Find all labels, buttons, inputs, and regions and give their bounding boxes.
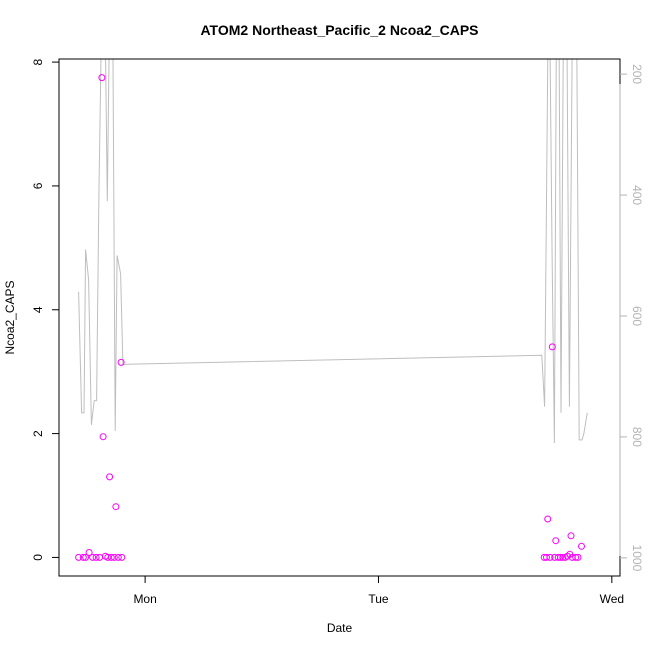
data-point [114, 553, 122, 561]
y-tick-label: 0 [31, 554, 45, 561]
x-tick-label: Wed [600, 592, 624, 606]
x-tick-label: Tue [368, 592, 389, 606]
data-point [567, 532, 575, 540]
data-point [543, 553, 550, 561]
data-point [106, 473, 114, 481]
data-point [98, 74, 106, 82]
right-axis-tick-label: 200 [630, 64, 644, 84]
plot-frame [58, 58, 621, 577]
x-axis: Mon Tue Wed [133, 575, 624, 606]
x-tick-label: Mon [133, 592, 156, 606]
data-point [99, 433, 107, 441]
y-tick-label: 8 [31, 58, 45, 65]
right-axis-tick-label: 400 [630, 185, 644, 205]
y-tick-label: 4 [31, 306, 45, 313]
depth-series-line [78, 59, 588, 444]
points-layer [75, 74, 585, 561]
data-point [548, 343, 556, 351]
y-tick-label: 6 [31, 182, 45, 189]
data-point [118, 553, 126, 561]
data-point [79, 553, 87, 561]
y-axis: 0 2 4 6 8 [31, 58, 60, 561]
right-axis-tick-label: 600 [630, 306, 644, 326]
data-point [92, 553, 100, 561]
depth-line-layer [78, 59, 588, 444]
data-point [564, 552, 571, 560]
right-axis-tick-label: 800 [630, 427, 644, 447]
x-axis-label: Date [327, 621, 353, 635]
data-point [546, 553, 554, 561]
data-point [574, 553, 582, 561]
right-axis-tick-label: 1000 [630, 545, 644, 572]
data-point [552, 537, 560, 545]
chart-title: ATOM2 Northeast_Pacific_2 Ncoa2_CAPS [200, 22, 478, 38]
data-point [117, 358, 125, 366]
data-point [572, 553, 580, 561]
data-point [554, 553, 562, 561]
y-axis-label: Ncoa2_CAPS [3, 280, 17, 354]
right-depth-axis: 200 400 600 800 1000 [619, 64, 644, 572]
y-tick-label: 2 [31, 430, 45, 437]
data-point [82, 553, 90, 561]
data-point [89, 553, 97, 561]
data-point [85, 549, 93, 556]
data-point [544, 515, 552, 523]
data-point [107, 553, 115, 561]
data-point [75, 553, 83, 561]
data-point [578, 542, 585, 550]
data-point [559, 553, 567, 561]
data-point [557, 553, 564, 561]
data-point [110, 553, 118, 561]
data-point [112, 503, 120, 511]
